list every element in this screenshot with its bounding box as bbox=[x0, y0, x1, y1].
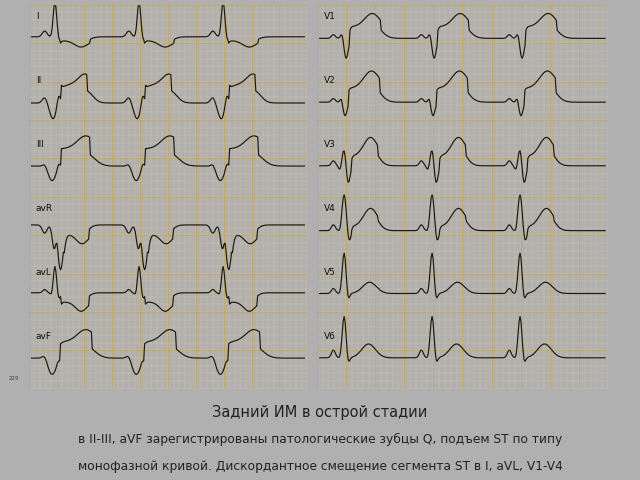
Text: avL: avL bbox=[36, 268, 52, 277]
Text: Задний ИМ в острой стадии: Задний ИМ в острой стадии bbox=[212, 405, 428, 420]
Text: V6: V6 bbox=[324, 333, 336, 341]
Text: V5: V5 bbox=[324, 268, 336, 277]
Text: V3: V3 bbox=[324, 141, 336, 149]
Text: II: II bbox=[36, 76, 41, 85]
Text: III: III bbox=[36, 141, 44, 149]
Text: avF: avF bbox=[36, 333, 52, 341]
Text: монофазной кривой. Дискордантное смещение сегмента ST в I, aVL, V1-V4: монофазной кривой. Дискордантное смещени… bbox=[77, 460, 563, 473]
Text: 229: 229 bbox=[9, 376, 20, 381]
Text: V1: V1 bbox=[324, 12, 336, 22]
Text: в II-III, aVF зарегистрированы патологические зубцы Q, подъем ST по типу: в II-III, aVF зарегистрированы патологич… bbox=[78, 432, 562, 445]
Text: V2: V2 bbox=[324, 76, 336, 85]
Text: V4: V4 bbox=[324, 204, 336, 214]
Text: I: I bbox=[36, 12, 38, 22]
Text: avR: avR bbox=[36, 204, 53, 214]
